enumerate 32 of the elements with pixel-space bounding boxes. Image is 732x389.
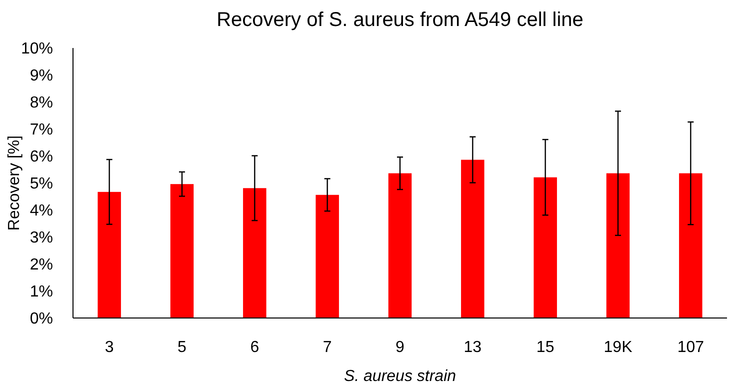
- y-tick-label: 5%: [30, 176, 53, 193]
- y-tick-label: 2%: [30, 256, 53, 274]
- x-tick-label: 6: [250, 339, 260, 356]
- x-tick-label: 19K: [604, 339, 633, 356]
- y-tick-label: 10%: [20, 40, 53, 58]
- x-tick-label: 9: [396, 339, 405, 356]
- bar: [679, 173, 702, 318]
- bar: [316, 194, 339, 318]
- bar: [461, 160, 484, 318]
- x-axis-title: S. aureus strain: [344, 368, 456, 385]
- y-axis-title: Recovery [%]: [6, 135, 23, 231]
- y-tick-label: 7%: [30, 122, 53, 139]
- x-tick-label: 5: [178, 339, 187, 356]
- bar: [243, 188, 266, 318]
- bar: [606, 173, 630, 318]
- bar: [170, 184, 194, 318]
- bar: [534, 177, 557, 318]
- y-tick-label: 3%: [30, 230, 53, 247]
- y-tick-label: 9%: [30, 68, 53, 85]
- x-tick-label: 107: [677, 339, 704, 356]
- bar: [388, 173, 412, 318]
- x-tick-label: 15: [536, 339, 554, 356]
- x-tick-label: 3: [104, 339, 114, 356]
- y-tick-label: 0%: [30, 310, 53, 328]
- y-tick-label: 6%: [30, 148, 53, 166]
- y-tick-label: 8%: [30, 94, 53, 112]
- chart-title: Recovery of S. aureus from A549 cell line: [216, 9, 584, 31]
- bar: [98, 192, 121, 318]
- x-tick-label: 7: [322, 339, 332, 356]
- x-tick-label: 13: [464, 339, 482, 356]
- y-tick-label: 4%: [30, 202, 53, 220]
- y-tick-label: 1%: [30, 284, 53, 301]
